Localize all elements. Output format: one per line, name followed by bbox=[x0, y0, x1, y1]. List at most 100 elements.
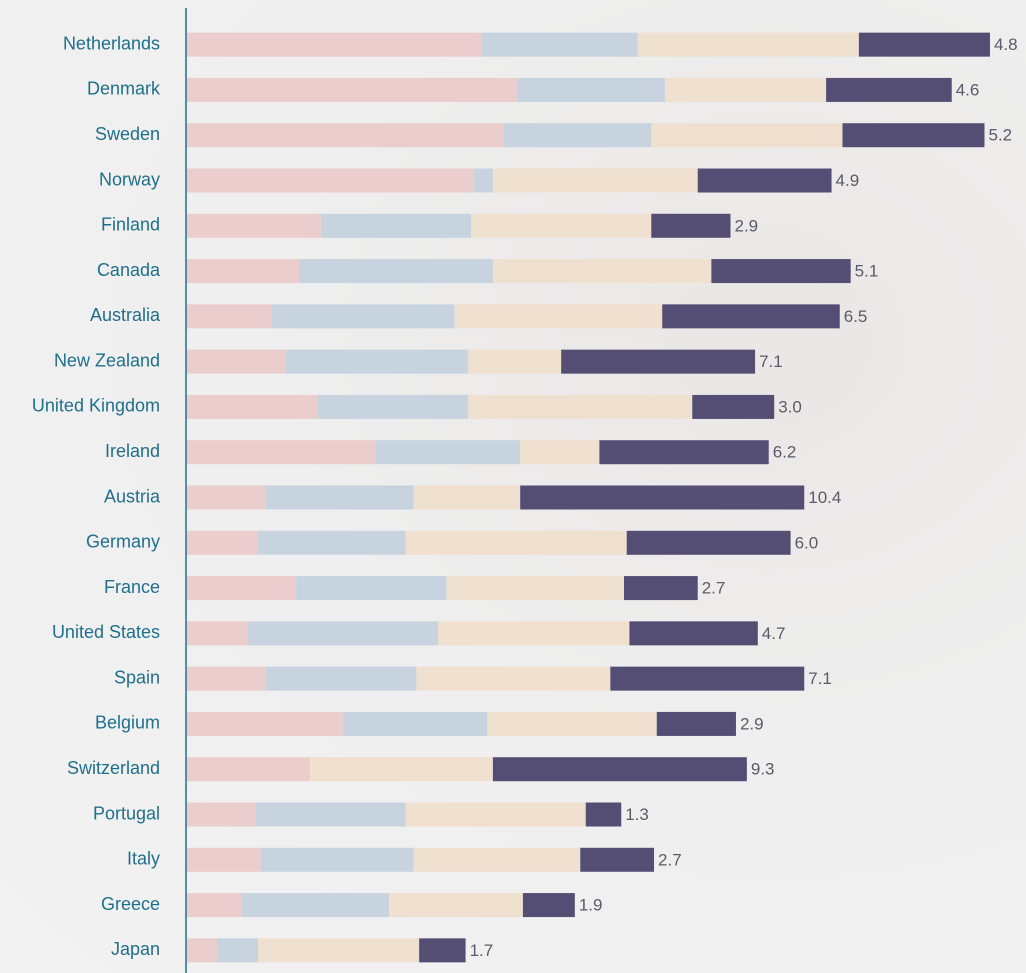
category-label: Netherlands bbox=[63, 33, 160, 53]
bar-segment bbox=[664, 77, 827, 102]
value-label: 5.2 bbox=[988, 126, 1012, 145]
bar-segment bbox=[187, 530, 259, 555]
bar-segment bbox=[481, 32, 638, 57]
category-label: Austria bbox=[104, 486, 161, 506]
bar-segment bbox=[520, 485, 805, 510]
value-label: 7.1 bbox=[759, 352, 783, 371]
bar-segment bbox=[858, 32, 990, 57]
bar-segment bbox=[258, 530, 406, 555]
category-label: Sweden bbox=[95, 124, 160, 144]
bar-segment bbox=[711, 259, 851, 284]
bar-segment bbox=[187, 666, 267, 691]
bar-segment bbox=[187, 576, 297, 601]
bar-segment bbox=[405, 802, 586, 827]
category-label: Spain bbox=[114, 667, 160, 687]
bar-segment bbox=[629, 621, 758, 646]
bar-segment bbox=[492, 757, 747, 782]
value-label: 1.9 bbox=[579, 896, 603, 915]
value-label: 3.0 bbox=[778, 397, 802, 416]
bar-segment bbox=[375, 440, 521, 465]
bar-segment bbox=[187, 394, 319, 419]
bar-segment bbox=[651, 123, 843, 148]
value-label: 2.9 bbox=[734, 216, 758, 235]
bar-segment bbox=[503, 123, 652, 148]
bar-segment bbox=[187, 349, 286, 374]
value-label: 1.3 bbox=[625, 805, 649, 824]
bar-segment bbox=[637, 32, 859, 57]
bar-segment bbox=[309, 757, 493, 782]
bar-segment bbox=[187, 757, 310, 782]
value-label: 5.1 bbox=[855, 262, 879, 281]
bar-segment bbox=[842, 123, 985, 148]
bar-segment bbox=[697, 168, 832, 193]
bar-segment bbox=[446, 576, 624, 601]
bar-segment bbox=[487, 711, 657, 736]
bar-segment bbox=[187, 938, 218, 963]
bar-segment bbox=[342, 711, 488, 736]
bar-segment bbox=[561, 349, 756, 374]
bar-segment bbox=[438, 621, 630, 646]
bar-segment bbox=[260, 847, 414, 872]
bar-segment bbox=[389, 893, 523, 918]
bar-segment bbox=[626, 530, 791, 555]
category-label: Canada bbox=[97, 260, 161, 280]
bar-segment bbox=[580, 847, 655, 872]
bar-segment bbox=[692, 394, 775, 419]
category-label: Portugal bbox=[93, 803, 160, 823]
bar-segment bbox=[656, 711, 736, 736]
category-label: United States bbox=[52, 622, 160, 642]
bar-segment bbox=[187, 440, 376, 465]
bar-segment bbox=[187, 168, 474, 193]
category-label: Norway bbox=[99, 169, 160, 189]
value-label: 6.2 bbox=[773, 443, 797, 462]
value-label: 7.1 bbox=[808, 669, 832, 688]
bar-segment bbox=[623, 576, 698, 601]
bar-segment bbox=[187, 123, 504, 148]
bar-segment bbox=[187, 802, 256, 827]
value-label: 2.7 bbox=[658, 850, 682, 869]
category-label: United Kingdom bbox=[32, 396, 160, 416]
value-label: 4.6 bbox=[956, 80, 980, 99]
bar-segment bbox=[492, 259, 712, 284]
bar-segment bbox=[610, 666, 805, 691]
bar-segment bbox=[405, 530, 627, 555]
category-label: Australia bbox=[90, 305, 161, 325]
bar-segment bbox=[651, 213, 731, 238]
bar-segment bbox=[468, 394, 693, 419]
category-label: Japan bbox=[111, 939, 160, 959]
value-label: 9.3 bbox=[751, 760, 775, 779]
bar-segment bbox=[318, 394, 469, 419]
value-label: 4.9 bbox=[836, 171, 860, 190]
bar-segment bbox=[217, 938, 259, 963]
value-label: 6.0 bbox=[795, 533, 819, 552]
category-label: Switzerland bbox=[67, 758, 160, 778]
bar-segment bbox=[599, 440, 769, 465]
bar-segment bbox=[419, 938, 466, 963]
category-label: Greece bbox=[101, 894, 160, 914]
bar-segment bbox=[520, 440, 600, 465]
value-label: 6.5 bbox=[844, 307, 868, 326]
bar-segment bbox=[473, 168, 493, 193]
bar-segment bbox=[271, 304, 455, 329]
bar-segment bbox=[187, 304, 272, 329]
bar-segment bbox=[241, 893, 390, 918]
bar-segment bbox=[187, 893, 242, 918]
bar-segment bbox=[454, 304, 663, 329]
value-label: 4.8 bbox=[994, 35, 1018, 54]
category-label: Ireland bbox=[105, 441, 160, 461]
bar-segment bbox=[247, 621, 439, 646]
bar-segment bbox=[258, 938, 420, 963]
bar-segment bbox=[585, 802, 622, 827]
bar-segment bbox=[255, 802, 406, 827]
bar-segment bbox=[266, 485, 414, 510]
category-label: New Zealand bbox=[54, 350, 160, 370]
bar-segment bbox=[471, 213, 652, 238]
category-label: Belgium bbox=[95, 713, 160, 733]
value-label: 4.7 bbox=[762, 624, 786, 643]
bar-segment bbox=[492, 168, 698, 193]
category-label: France bbox=[104, 577, 160, 597]
bar-segment bbox=[187, 621, 248, 646]
value-label: 1.7 bbox=[470, 941, 494, 960]
bar-segment bbox=[320, 213, 472, 238]
